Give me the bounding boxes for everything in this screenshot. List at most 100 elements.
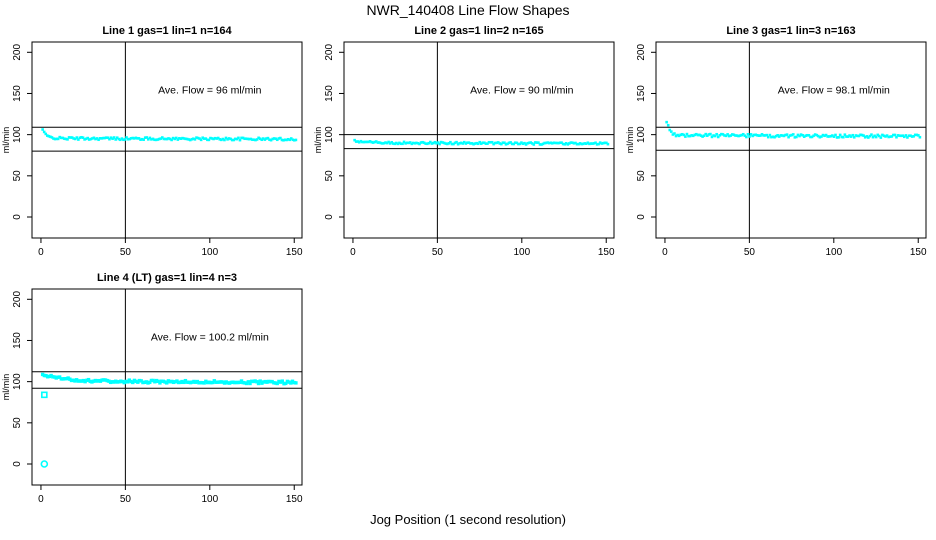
data-point bbox=[87, 138, 91, 141]
data-point bbox=[890, 135, 894, 138]
data-point bbox=[263, 138, 267, 141]
data-point bbox=[274, 137, 278, 141]
data-point bbox=[190, 137, 194, 141]
data-point bbox=[782, 134, 786, 138]
data-point bbox=[691, 134, 695, 138]
y-tick-label: 200 bbox=[324, 44, 335, 61]
data-point bbox=[449, 140, 452, 144]
data-point bbox=[92, 136, 96, 140]
data-point bbox=[235, 137, 239, 141]
data-point bbox=[532, 143, 536, 146]
data-point bbox=[555, 141, 559, 145]
data-point bbox=[395, 141, 398, 145]
data-point bbox=[275, 381, 279, 386]
data-point bbox=[275, 138, 279, 142]
data-point bbox=[709, 132, 712, 136]
data-point bbox=[157, 137, 161, 141]
data-point bbox=[385, 141, 389, 145]
data-point bbox=[720, 132, 723, 136]
data-point bbox=[534, 141, 537, 144]
data-point bbox=[192, 137, 195, 141]
data-point bbox=[493, 141, 497, 145]
data-point bbox=[265, 137, 268, 140]
data-point bbox=[293, 138, 296, 142]
data-point bbox=[143, 136, 147, 139]
data-point bbox=[600, 142, 604, 145]
data-point bbox=[354, 140, 358, 143]
data-point bbox=[907, 134, 911, 138]
data-point bbox=[871, 135, 875, 139]
data-point bbox=[184, 137, 187, 141]
data-point bbox=[698, 133, 701, 137]
ave-flow-annotation: Ave. Flow = 90 ml/min bbox=[470, 84, 574, 96]
data-point bbox=[283, 138, 287, 142]
data-point bbox=[458, 141, 461, 145]
data-point bbox=[771, 135, 775, 139]
data-point bbox=[368, 140, 372, 143]
data-point bbox=[271, 137, 274, 141]
x-tick-label: 50 bbox=[744, 247, 756, 258]
data-point bbox=[100, 137, 103, 140]
data-point bbox=[64, 137, 68, 141]
data-point bbox=[201, 136, 204, 140]
data-point bbox=[521, 142, 525, 146]
data-point bbox=[195, 136, 198, 139]
data-point bbox=[734, 134, 737, 137]
data-point bbox=[133, 137, 136, 140]
data-point bbox=[429, 140, 432, 144]
data-point bbox=[483, 141, 486, 145]
data-point bbox=[784, 133, 787, 137]
data-point bbox=[289, 137, 293, 140]
data-point bbox=[888, 135, 892, 138]
data-point bbox=[390, 140, 394, 144]
data-point bbox=[419, 141, 423, 144]
data-point bbox=[765, 133, 769, 137]
data-point bbox=[843, 133, 847, 136]
data-point bbox=[813, 133, 817, 136]
data-point bbox=[892, 133, 895, 137]
data-point bbox=[81, 136, 85, 139]
data-point bbox=[684, 135, 687, 138]
data-point bbox=[374, 140, 378, 143]
data-point bbox=[677, 134, 681, 138]
data-point bbox=[357, 140, 361, 144]
x-tick-label: 100 bbox=[513, 247, 530, 258]
y-tick-label: 100 bbox=[12, 126, 23, 143]
data-point bbox=[552, 141, 556, 145]
data-point bbox=[561, 142, 565, 146]
data-point bbox=[226, 138, 229, 141]
data-point bbox=[777, 135, 781, 138]
plot-box bbox=[31, 41, 303, 239]
data-point bbox=[148, 380, 152, 385]
y-tick-label: 50 bbox=[12, 170, 23, 182]
data-point bbox=[425, 142, 429, 146]
data-point bbox=[537, 141, 540, 144]
x-tick-label: 150 bbox=[286, 247, 303, 258]
data-point bbox=[353, 138, 356, 142]
data-point bbox=[902, 135, 906, 139]
data-point bbox=[501, 141, 505, 145]
data-point bbox=[597, 142, 600, 146]
data-point bbox=[763, 134, 767, 137]
data-point bbox=[424, 142, 427, 145]
data-point bbox=[77, 138, 80, 141]
data-point bbox=[804, 134, 808, 137]
data-point bbox=[255, 138, 259, 141]
x-tick-label: 150 bbox=[286, 494, 303, 505]
data-point bbox=[821, 133, 825, 137]
data-point bbox=[58, 135, 62, 139]
data-point bbox=[91, 137, 94, 140]
data-point bbox=[137, 137, 141, 140]
data-point bbox=[670, 130, 673, 133]
data-point bbox=[674, 134, 678, 138]
data-point bbox=[282, 138, 285, 142]
data-point bbox=[436, 141, 440, 144]
data-point bbox=[577, 142, 580, 146]
data-point bbox=[676, 133, 679, 137]
data-point bbox=[125, 380, 130, 384]
data-point bbox=[796, 133, 800, 137]
data-point bbox=[848, 134, 851, 137]
data-point bbox=[895, 135, 898, 139]
x-tick-label: 0 bbox=[38, 494, 44, 505]
data-point bbox=[572, 141, 576, 145]
